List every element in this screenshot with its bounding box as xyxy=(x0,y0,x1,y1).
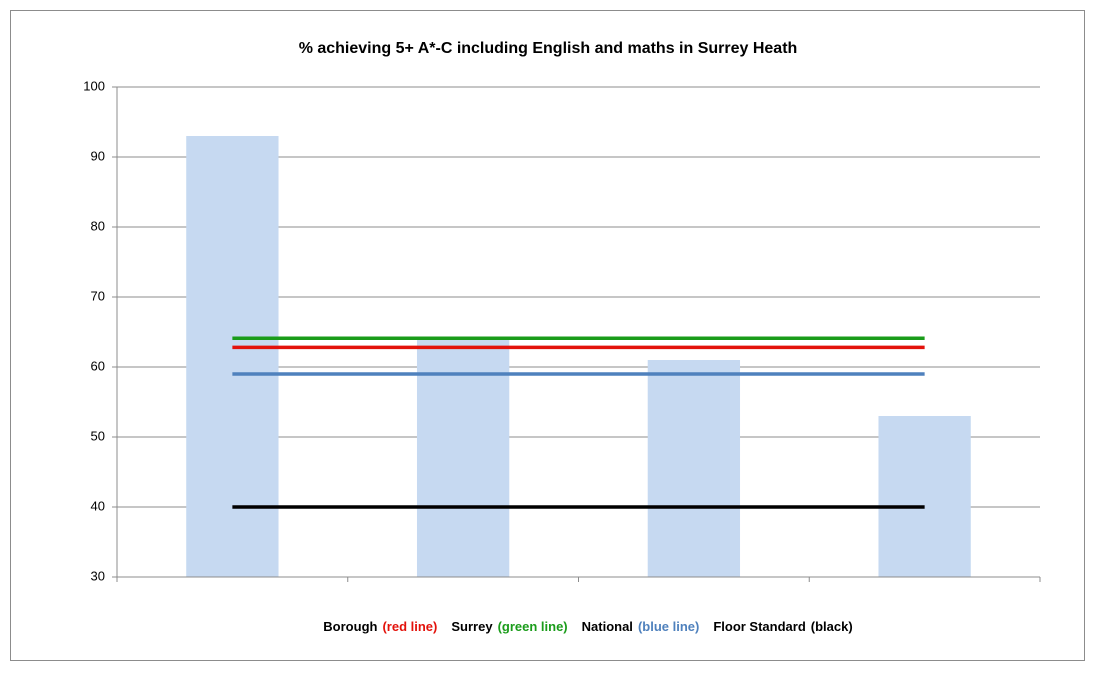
y-tick-label: 40 xyxy=(91,498,105,513)
legend-label: (blue line) xyxy=(638,619,699,634)
legend-name: Surrey xyxy=(451,619,493,634)
legend-label: (black) xyxy=(811,619,853,634)
y-tick-label: 50 xyxy=(91,428,105,443)
bar xyxy=(416,339,510,577)
legend-label: (red line) xyxy=(382,619,437,634)
y-tick-label: 60 xyxy=(91,358,105,373)
chart-title: % achieving 5+ A*-C including English an… xyxy=(299,40,798,57)
legend-name: Borough xyxy=(323,619,377,634)
bar xyxy=(647,360,741,577)
legend-name: Floor Standard xyxy=(713,619,806,634)
y-tick-label: 70 xyxy=(91,288,105,303)
y-tick-label: 30 xyxy=(91,568,105,583)
legend-name: National xyxy=(582,619,633,634)
legend: Borough (red line) Surrey (green line) Natio… xyxy=(323,619,852,634)
legend-label: (green line) xyxy=(498,619,568,634)
bar xyxy=(186,136,279,577)
y-tick-label: 90 xyxy=(91,148,105,163)
bar xyxy=(878,416,971,577)
y-tick-label: 100 xyxy=(83,78,105,93)
y-tick-label: 80 xyxy=(91,218,105,233)
